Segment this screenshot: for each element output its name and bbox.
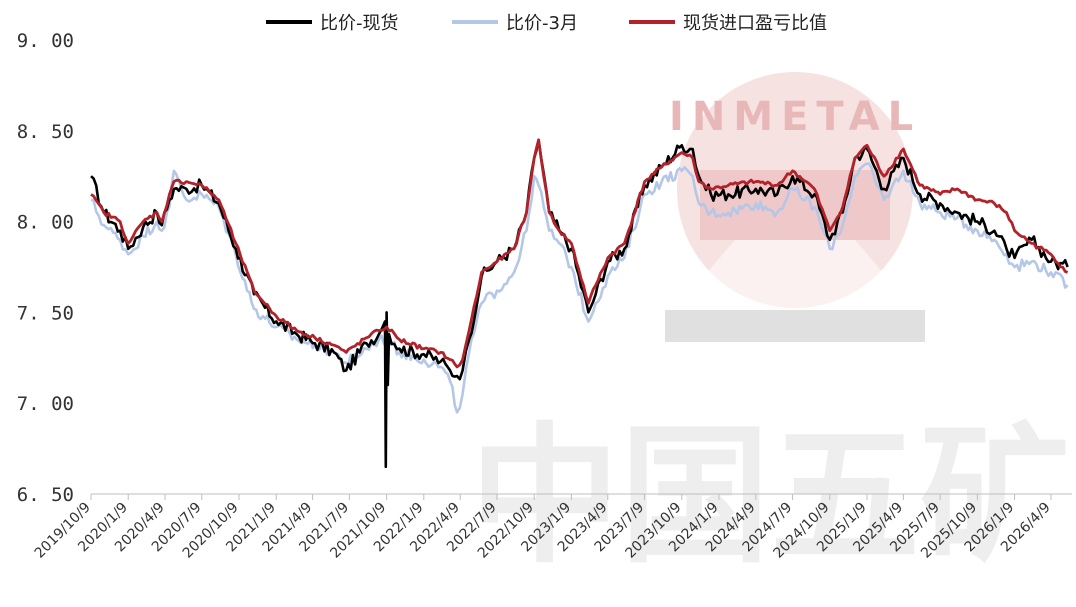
legend: 比价-现货 比价-3月 现货进口盈亏比值 — [266, 13, 827, 34]
series-line-1 — [90, 162, 1069, 414]
watermark-caption: 中国五矿 — [470, 410, 1070, 584]
series-layer — [90, 138, 1069, 469]
watermark-logo-building-icon — [665, 170, 925, 342]
y-tick-label: 8. 00 — [17, 212, 74, 234]
y-tick-label: 7. 00 — [17, 393, 74, 415]
y-tick-label: 9. 00 — [17, 30, 74, 52]
y-tick-label: 7. 50 — [17, 302, 74, 324]
y-tick-label: 8. 50 — [17, 121, 74, 143]
legend-label: 比价-3月 — [506, 13, 578, 34]
series-line-2 — [90, 138, 1069, 369]
y-tick-label: 6. 50 — [17, 484, 74, 506]
legend-label: 比价-现货 — [320, 13, 399, 34]
watermark: INMETAL 中国五矿 — [470, 72, 1070, 584]
watermark-logo-text: INMETAL — [669, 94, 921, 140]
legend-label: 现货进口盈亏比值 — [683, 13, 827, 34]
